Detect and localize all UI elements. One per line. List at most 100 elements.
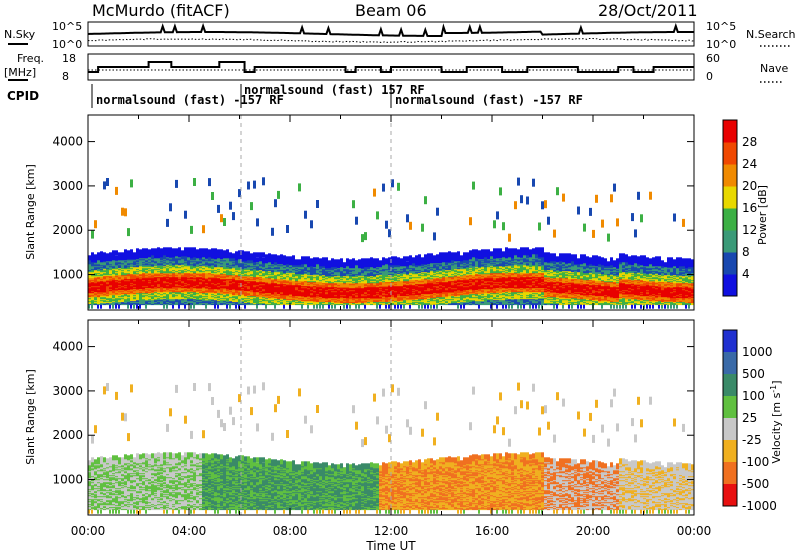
power-cell bbox=[232, 212, 235, 221]
power-cell bbox=[151, 248, 154, 254]
power-cell bbox=[196, 252, 199, 258]
power-cell bbox=[274, 254, 277, 260]
power-cell bbox=[175, 179, 178, 188]
cpid-segment-3: normalsound (fast) -157 RF bbox=[395, 93, 583, 107]
power-cell bbox=[115, 304, 117, 309]
power-cell bbox=[145, 248, 148, 254]
power-cell bbox=[331, 304, 333, 309]
power-cell bbox=[298, 259, 301, 265]
power-cell bbox=[121, 252, 124, 258]
power-cell bbox=[250, 253, 253, 259]
power-cell bbox=[346, 261, 349, 267]
power-cell bbox=[310, 220, 313, 229]
power-cell bbox=[193, 252, 196, 258]
power-cell bbox=[373, 258, 376, 264]
power-cell bbox=[241, 250, 244, 256]
power-cell bbox=[217, 204, 220, 213]
power-cell bbox=[103, 181, 106, 190]
power-cell bbox=[88, 304, 90, 309]
power-cell bbox=[256, 218, 259, 227]
power-cell bbox=[154, 248, 157, 254]
power-cell bbox=[346, 304, 348, 309]
power-cell bbox=[196, 249, 199, 255]
power-cell bbox=[193, 247, 196, 253]
power-cell bbox=[316, 257, 319, 263]
power-cell bbox=[106, 253, 109, 259]
power-cell bbox=[139, 249, 142, 255]
power-cell bbox=[262, 177, 265, 186]
freq-unit: [MHz] bbox=[4, 66, 36, 79]
power-cell bbox=[106, 178, 109, 186]
power-cell bbox=[178, 247, 181, 253]
nsearch-tick-bottom: 10^0 bbox=[706, 38, 736, 51]
power-cell bbox=[346, 258, 349, 264]
power-cell bbox=[286, 256, 289, 262]
freq-label: Freq. bbox=[17, 52, 44, 65]
power-cell bbox=[205, 248, 208, 254]
power-cell bbox=[328, 263, 331, 269]
power-cell bbox=[364, 258, 367, 264]
power-cell bbox=[358, 263, 361, 269]
power-cell bbox=[124, 249, 127, 255]
power-cell bbox=[352, 258, 355, 264]
power-cell bbox=[172, 304, 174, 309]
power-cell bbox=[316, 200, 319, 208]
power-cell bbox=[394, 259, 397, 265]
power-cell bbox=[397, 182, 400, 191]
power-cell bbox=[205, 304, 207, 309]
power-cell bbox=[211, 248, 214, 254]
power-cell bbox=[163, 247, 166, 253]
power-cell bbox=[352, 200, 355, 209]
power-cell bbox=[256, 304, 258, 309]
power-cell bbox=[175, 248, 178, 254]
power-cell bbox=[304, 262, 307, 268]
power-cell bbox=[100, 304, 102, 309]
power-cell bbox=[160, 252, 163, 258]
power-cell bbox=[376, 211, 379, 220]
power-cell bbox=[136, 304, 138, 309]
power-cell bbox=[91, 252, 94, 258]
power-cell bbox=[274, 304, 276, 309]
power-cell bbox=[349, 304, 351, 309]
power-cell bbox=[94, 254, 97, 260]
power-cell bbox=[382, 263, 385, 269]
power-cell bbox=[232, 256, 235, 262]
power-cell bbox=[184, 304, 186, 309]
power-cell bbox=[229, 256, 232, 262]
power-cell bbox=[91, 230, 94, 239]
power-cell bbox=[163, 254, 166, 260]
power-cell bbox=[301, 262, 304, 268]
power-cell bbox=[142, 248, 145, 254]
power-cell bbox=[313, 304, 315, 309]
power-cell bbox=[271, 227, 274, 236]
nsky-tick-bottom: 10^0 bbox=[52, 38, 82, 51]
power-cell bbox=[328, 304, 330, 309]
power-cell bbox=[109, 252, 112, 258]
power-cell bbox=[247, 181, 250, 190]
power-cell bbox=[199, 248, 202, 254]
power-cell bbox=[376, 262, 379, 268]
power-cell bbox=[193, 304, 195, 309]
freq-tick-bottom: 8 bbox=[62, 70, 69, 83]
power-cell bbox=[172, 248, 175, 254]
power-cell bbox=[187, 247, 190, 253]
power-cell bbox=[274, 260, 277, 266]
power-cell bbox=[166, 247, 169, 253]
power-cell bbox=[232, 253, 235, 259]
power-cell bbox=[166, 218, 169, 227]
power-cell bbox=[211, 192, 214, 200]
power-cell bbox=[334, 259, 337, 265]
power-cell bbox=[241, 256, 244, 262]
power-cell bbox=[325, 257, 328, 263]
power-cell bbox=[250, 202, 253, 211]
power-cell bbox=[178, 304, 180, 309]
power-cell bbox=[214, 248, 217, 254]
cpid-segment-2: normalsound (fast) 157 RF bbox=[244, 83, 425, 97]
power-cell bbox=[277, 255, 280, 261]
power-cell bbox=[331, 258, 334, 264]
power-cell bbox=[229, 252, 232, 258]
freq-tick-top: 18 bbox=[62, 52, 76, 65]
power-cell bbox=[184, 247, 187, 253]
power-cell bbox=[268, 253, 271, 259]
